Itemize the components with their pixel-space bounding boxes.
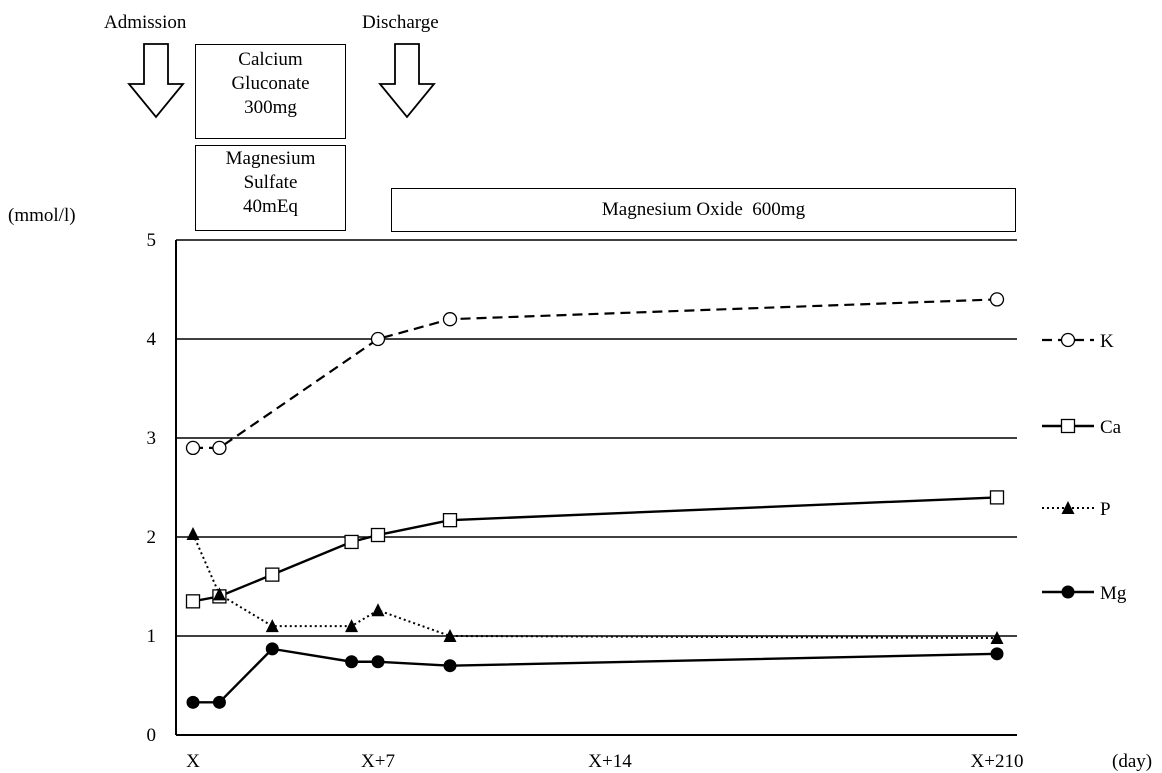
data-point-ca	[442, 513, 458, 528]
data-point-ca	[989, 490, 1005, 505]
discharge-arrow-icon	[378, 43, 436, 119]
calcium-gluconate-box: Calcium Gluconate 300mg	[195, 44, 346, 139]
y-tick-label: 5	[147, 230, 157, 251]
data-point-p	[990, 630, 1004, 644]
data-point-k	[989, 292, 1005, 307]
data-point-ca	[370, 527, 386, 543]
y-tick-label: 4	[147, 329, 157, 350]
data-point-mg	[212, 695, 226, 709]
y-tick-label: 3	[147, 428, 157, 449]
legend-label-ca: Ca	[1100, 417, 1122, 438]
y-tick-label: 1	[147, 626, 157, 647]
data-point-mg	[186, 695, 200, 709]
y-tick-label: 0	[147, 725, 157, 746]
x-axis-label: (day)	[1112, 751, 1152, 772]
data-point-p	[345, 619, 359, 633]
x-tick-label: X+14	[588, 751, 632, 772]
magnesium-sulfate-box: Magnesium Sulfate 40mEq	[195, 145, 346, 231]
legend-marker-mg	[1061, 585, 1075, 599]
data-point-mg	[265, 642, 279, 656]
series-line-mg	[193, 647, 998, 704]
legend-label-p: P	[1100, 499, 1111, 520]
data-point-p	[186, 527, 200, 541]
y-axis-label: (mmol/l)	[8, 205, 76, 226]
calcium-box-line: Gluconate	[231, 73, 310, 94]
x-tick-label: X	[186, 751, 200, 772]
x-tick-label: X+7	[361, 751, 395, 772]
data-point-k	[185, 440, 201, 456]
data-point-mg	[345, 655, 359, 669]
y-tick-label: 2	[147, 527, 157, 548]
legend-label-k: K	[1100, 331, 1114, 352]
data-point-mg	[443, 659, 457, 673]
series-line-k	[193, 298, 998, 449]
magnesium-sulfate-line: 40mEq	[243, 196, 298, 217]
data-point-p	[212, 587, 226, 601]
data-point-p	[371, 603, 385, 617]
admission-label: Admission	[104, 12, 187, 33]
data-point-ca	[265, 567, 280, 582]
data-point-ca	[185, 594, 201, 609]
series-line-ca	[192, 496, 998, 603]
magnesium-oxide-label: Magnesium Oxide 600mg	[601, 199, 806, 220]
legend-label-mg: Mg	[1100, 583, 1127, 604]
data-point-k	[212, 440, 227, 456]
data-point-k	[370, 331, 386, 347]
magnesium-sulfate-line: Sulfate	[243, 172, 298, 193]
x-tick-label: X+210	[971, 751, 1024, 772]
data-point-mg	[990, 647, 1004, 661]
data-point-p	[265, 619, 279, 633]
data-point-p	[443, 629, 457, 642]
calcium-box-line: 300mg	[244, 97, 297, 118]
legend-marker-ca	[1060, 418, 1076, 434]
legend-marker-k	[1060, 332, 1076, 348]
discharge-label: Discharge	[362, 12, 439, 33]
calcium-box-line: Calcium	[238, 49, 303, 70]
legend-marker-p	[1061, 501, 1075, 514]
magnesium-sulfate-line: Magnesium	[225, 148, 316, 169]
admission-arrow-icon	[127, 43, 185, 119]
series-line-p	[192, 533, 998, 639]
data-point-k	[442, 312, 458, 327]
data-point-ca	[344, 534, 359, 550]
magnesium-oxide-box: Magnesium Oxide 600mg	[391, 188, 1016, 232]
data-point-mg	[371, 655, 385, 669]
